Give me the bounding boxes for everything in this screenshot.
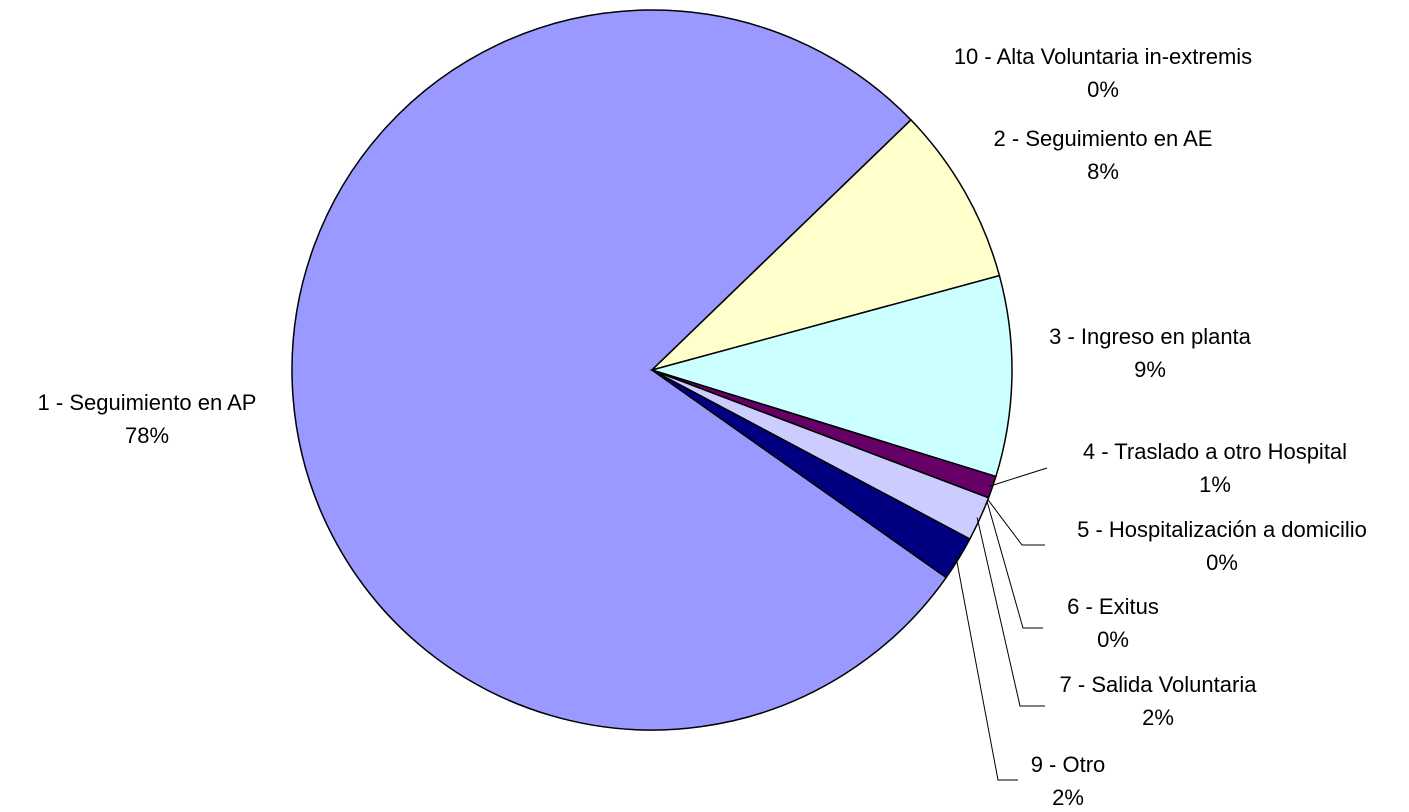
slice-value-label: 8% — [1087, 159, 1119, 184]
pie-slice — [651, 118, 1001, 371]
slice-label: 9 - Otro — [1031, 752, 1106, 777]
slice-value-label: 9% — [1134, 357, 1166, 382]
slice-value-label: 0% — [1087, 77, 1119, 102]
slice-label: 3 - Ingreso en planta — [1049, 324, 1252, 349]
slice-value-label: 2% — [1052, 785, 1084, 810]
slice-label: 7 - Salida Voluntaria — [1060, 672, 1258, 697]
slice-label: 4 - Traslado a otro Hospital — [1083, 439, 1347, 464]
slice-value-label: 2% — [1142, 705, 1174, 730]
slice-value-label: 0% — [1206, 550, 1238, 575]
leader-line — [985, 496, 1045, 546]
slice-value-label: 78% — [125, 423, 169, 448]
leader-line — [985, 496, 1043, 629]
leader-line — [989, 467, 1048, 487]
pie-slice — [291, 9, 948, 731]
leader-line — [976, 517, 1045, 707]
slice-label: 2 - Seguimiento en AE — [994, 126, 1213, 151]
slice-value-label: 1% — [1199, 472, 1231, 497]
pie-slice — [649, 274, 1013, 478]
pie-slice — [651, 369, 971, 579]
slice-label: 5 - Hospitalización a domicilio — [1077, 517, 1367, 542]
leader-line — [955, 556, 1018, 781]
slice-label: 6 - Exitus — [1067, 594, 1159, 619]
slice-label: 1 - Seguimiento en AP — [38, 390, 257, 415]
slice-value-label: 0% — [1097, 627, 1129, 652]
slice-label: 10 - Alta Voluntaria in-extremis — [954, 44, 1252, 69]
